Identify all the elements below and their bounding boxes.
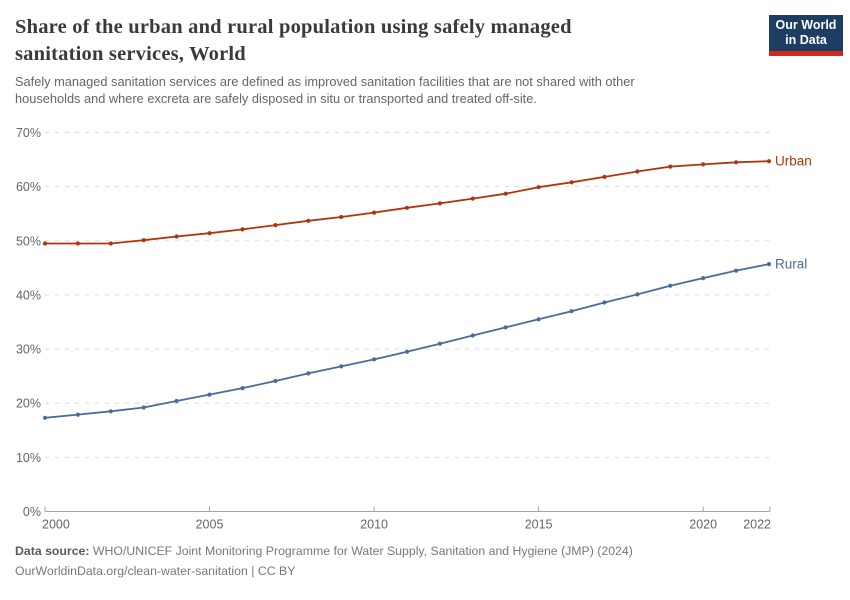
- y-tick-label-0: 0%: [23, 505, 41, 519]
- y-tick-label-50: 50%: [16, 234, 41, 248]
- series-point-rural-2020[interactable]: [701, 276, 706, 281]
- data-source-label: Data source:: [15, 544, 90, 558]
- chart-title-line2: sanitation services, World: [15, 43, 246, 65]
- series-point-urban-2007[interactable]: [273, 223, 278, 228]
- series-point-urban-2005[interactable]: [207, 231, 212, 236]
- series-point-urban-2020[interactable]: [701, 162, 706, 167]
- x-tick-label-2005: 2005: [196, 518, 224, 532]
- series-point-urban-2000[interactable]: [42, 241, 48, 246]
- series-point-urban-2022[interactable]: [766, 159, 772, 164]
- series-point-urban-2014[interactable]: [503, 191, 508, 196]
- x-tick-label-2015: 2015: [525, 518, 553, 532]
- y-tick-label-30: 30%: [16, 343, 41, 357]
- series-point-rural-2001[interactable]: [75, 412, 80, 417]
- series-point-urban-2015[interactable]: [536, 185, 541, 190]
- series-line-rural[interactable]: [44, 263, 770, 419]
- y-tick-label-10: 10%: [16, 451, 41, 465]
- series-point-urban-2017[interactable]: [602, 174, 607, 179]
- series-point-rural-2021[interactable]: [734, 268, 739, 273]
- y-tick-label-60: 60%: [16, 180, 41, 194]
- series-point-rural-2009[interactable]: [339, 364, 344, 369]
- series-point-urban-2001[interactable]: [75, 241, 80, 246]
- owid-logo[interactable]: Our World in Data: [769, 15, 843, 56]
- chart-subtitle-line2: households and where excreta are safely …: [15, 90, 537, 106]
- series-point-rural-2002[interactable]: [108, 409, 113, 414]
- y-tick-label-40: 40%: [16, 288, 41, 302]
- series-point-rural-2006[interactable]: [240, 386, 245, 391]
- chart-subtitle: Safely managed sanitation services are d…: [15, 74, 635, 107]
- series-point-urban-2003[interactable]: [141, 238, 146, 243]
- series-point-rural-2013[interactable]: [470, 333, 475, 338]
- series-label-urban[interactable]: Urban: [775, 154, 812, 169]
- series-point-urban-2021[interactable]: [734, 160, 739, 165]
- owid-logo-line1: Our World: [775, 18, 837, 32]
- series-point-rural-2010[interactable]: [372, 357, 377, 362]
- chart-title: Share of the urban and rural population …: [15, 14, 572, 68]
- series-point-urban-2002[interactable]: [108, 241, 113, 246]
- series-point-rural-2016[interactable]: [569, 309, 574, 314]
- series-point-rural-2003[interactable]: [141, 405, 146, 410]
- data-source-text: WHO/UNICEF Joint Monitoring Programme fo…: [92, 544, 633, 558]
- series-point-rural-2014[interactable]: [503, 325, 508, 330]
- series-point-urban-2006[interactable]: [240, 227, 245, 232]
- series-point-rural-2018[interactable]: [635, 292, 640, 297]
- series-point-rural-2007[interactable]: [273, 378, 278, 384]
- series-point-rural-2017[interactable]: [602, 300, 607, 305]
- series-point-urban-2018[interactable]: [635, 169, 640, 174]
- x-tick-label-2010: 2010: [360, 518, 388, 532]
- x-tick-label-2000: 2000: [42, 518, 70, 532]
- x-tick-label-2022: 2022: [743, 518, 771, 532]
- series-point-rural-2019[interactable]: [668, 283, 673, 288]
- series-point-urban-2004[interactable]: [174, 234, 179, 239]
- chart-footer: Data source: WHO/UNICEF Joint Monitoring…: [15, 541, 633, 581]
- series-point-rural-2005[interactable]: [207, 392, 212, 397]
- x-tick-label-2020: 2020: [689, 518, 717, 532]
- data-source-line: Data source: WHO/UNICEF Joint Monitoring…: [15, 541, 633, 561]
- series-point-urban-2008[interactable]: [306, 218, 311, 223]
- series-point-rural-2015[interactable]: [536, 317, 541, 322]
- y-tick-label-70: 70%: [16, 126, 41, 140]
- series-point-rural-2000[interactable]: [42, 415, 48, 420]
- owid-logo-line2: in Data: [785, 32, 827, 47]
- series-point-urban-2013[interactable]: [470, 196, 475, 201]
- series-point-rural-2004[interactable]: [174, 398, 179, 404]
- series-point-urban-2019[interactable]: [668, 164, 673, 169]
- series-point-rural-2011[interactable]: [404, 349, 410, 354]
- series-point-rural-2008[interactable]: [306, 371, 311, 376]
- series-label-rural[interactable]: Rural: [775, 257, 807, 272]
- series-point-urban-2011[interactable]: [404, 205, 410, 210]
- chart-title-line1: Share of the urban and rural population …: [15, 16, 572, 38]
- series-point-urban-2010[interactable]: [372, 210, 377, 215]
- y-tick-label-20: 20%: [16, 397, 41, 411]
- series-point-urban-2009[interactable]: [339, 214, 344, 220]
- url-license-line[interactable]: OurWorldinData.org/clean-water-sanitatio…: [15, 564, 296, 578]
- series-point-urban-2016[interactable]: [569, 180, 574, 185]
- series-point-rural-2022[interactable]: [766, 262, 772, 267]
- series-line-urban[interactable]: [45, 160, 770, 245]
- series-point-rural-2012[interactable]: [437, 341, 442, 346]
- series-point-urban-2012[interactable]: [437, 201, 442, 206]
- chart-subtitle-line1: Safely managed sanitation services are d…: [15, 74, 635, 89]
